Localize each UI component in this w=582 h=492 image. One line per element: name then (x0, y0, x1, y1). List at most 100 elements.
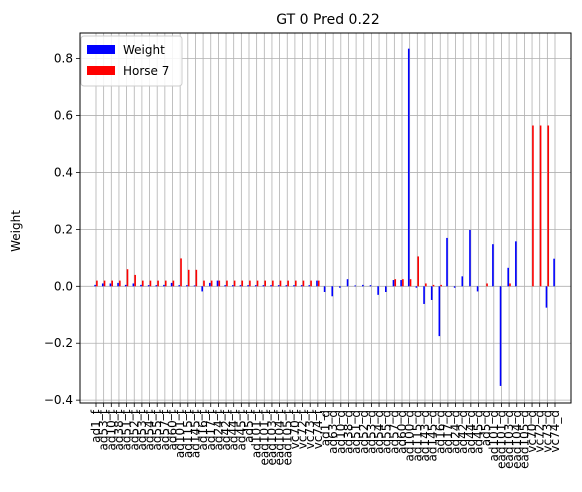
x-tick-label: ead104_d (510, 410, 524, 469)
bar-horse (210, 280, 213, 287)
bar-weight (293, 285, 295, 287)
bar-weight (323, 286, 326, 292)
x-tick-label: ead104_f (273, 409, 287, 465)
x-tick-label: ad51_d (349, 410, 363, 454)
bar-weight (453, 286, 456, 288)
y-tick-label: 0.8 (54, 52, 73, 66)
bar-horse (134, 274, 136, 287)
bar-weight (132, 283, 135, 287)
bar-horse (164, 280, 167, 287)
bar-weight (232, 285, 234, 287)
x-tick-label: ad1_f (89, 409, 103, 443)
bar-weight (140, 284, 142, 287)
bar-horse (310, 280, 312, 287)
bar-horse (394, 279, 397, 287)
x-tick-label: ad101_f (250, 409, 264, 458)
bar-horse (126, 269, 129, 287)
legend-label: Horse 7 (123, 64, 169, 78)
bar-horse (96, 280, 98, 287)
x-tick-label: ead103_d (502, 410, 516, 469)
x-tick-label: ad145_f (188, 409, 202, 458)
x-tick-label: ad1_d (319, 410, 333, 446)
bar-weight (193, 285, 196, 287)
bar-horse (241, 280, 244, 287)
x-tick-label: ad53_f (97, 409, 111, 450)
bar-weight (101, 283, 104, 287)
bar-weight (385, 286, 387, 292)
x-tick-label: ad17_f (204, 409, 218, 450)
bar-weight (354, 285, 356, 287)
bar-weight (262, 285, 265, 287)
x-tick-label: ad54_f (143, 409, 157, 450)
bar-weight (377, 286, 379, 295)
bar-horse (218, 280, 221, 287)
bar-horse (402, 279, 404, 287)
bar-horse (425, 283, 427, 287)
bar-horse (295, 280, 297, 287)
legend: Weight Horse 7 (80, 35, 183, 87)
x-tick-label: ad42_f (219, 409, 233, 450)
bar-weight (339, 286, 341, 288)
bar-horse (486, 283, 488, 287)
y-tick-label: −0.4 (44, 393, 73, 407)
x-tick-label: ad101_f (173, 409, 187, 458)
bar-weight (331, 286, 334, 297)
grid-layer (80, 33, 571, 403)
x-tick-label: ad45_f (234, 409, 248, 450)
x-tick-label: ad45_d (472, 410, 486, 454)
x-tick-label: ad143_d (418, 410, 432, 462)
bar-horse (417, 256, 419, 287)
bar-weight (553, 258, 555, 287)
bar-weight (545, 286, 548, 308)
bar-weight (186, 285, 188, 287)
bar-weight (461, 276, 464, 287)
x-tick-label: ad51_f (120, 409, 134, 450)
bar-weight (94, 284, 96, 287)
y-tick-label: 0.0 (54, 279, 73, 293)
x-tick-label: ad24_f (211, 409, 225, 450)
bar-weight (308, 285, 311, 287)
bar-horse (409, 279, 412, 287)
bar-weight (400, 280, 402, 287)
bar-horse (547, 125, 550, 287)
bar-horse (203, 280, 205, 287)
y-tick-label: −0.2 (44, 336, 73, 350)
y-axis-label: Weight (9, 210, 23, 252)
bar-weight (346, 279, 349, 287)
x-tick-label: ad44_d (464, 410, 478, 454)
bar-weight (438, 286, 441, 337)
x-tick-label: ad53_f (135, 409, 149, 450)
bar-layer (94, 48, 555, 386)
x-tick-label: ead103_f (265, 409, 279, 465)
bar-weight (469, 229, 471, 287)
bar-horse (272, 280, 274, 287)
x-tick-label: vc70_d (525, 410, 539, 453)
bar-horse (111, 280, 113, 287)
bar-horse (172, 280, 175, 287)
x-tick-label: ad52_d (357, 410, 371, 454)
bar-weight (362, 284, 364, 287)
y-tick-label: 0.4 (54, 165, 73, 179)
x-tick-label: ad101_d (487, 410, 501, 462)
bar-weight (155, 285, 158, 287)
x-tick-label: vc73_d (540, 410, 554, 453)
bar-weight (147, 285, 150, 287)
bar-weight (423, 286, 425, 304)
bar-weight (216, 280, 219, 287)
bar-weight (247, 285, 249, 287)
x-tick-label: ad54_d (372, 410, 386, 454)
bar-horse (256, 280, 259, 287)
x-tick-label: ead105_f (280, 409, 294, 465)
x-tick-label: ad60_d (395, 410, 409, 454)
x-tick-label: ad10_f (104, 409, 118, 450)
bar-weight (117, 282, 119, 287)
bar-weight (209, 282, 211, 287)
x-tick-label: ad115_d (410, 410, 424, 462)
bar-horse (226, 280, 228, 287)
bar-horse (187, 269, 190, 287)
bar-horse (233, 280, 236, 287)
bar-horse (302, 280, 305, 287)
bar-weight (254, 285, 257, 287)
x-tick-label: ead101_d (494, 410, 508, 469)
